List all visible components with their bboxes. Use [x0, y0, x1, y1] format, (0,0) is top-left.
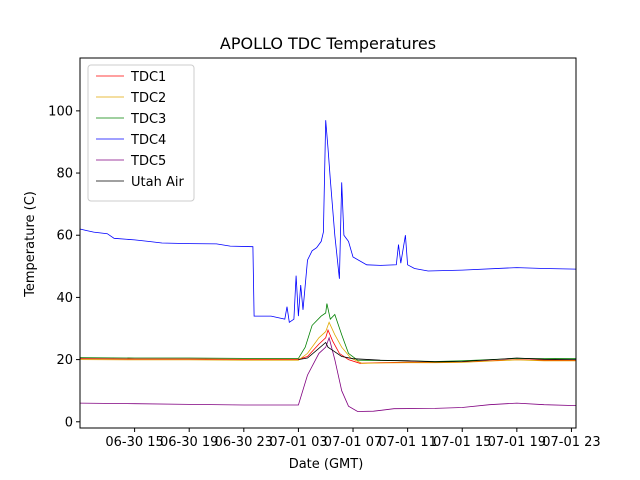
- legend-entry-label: TDC2: [130, 91, 166, 106]
- y-tick-label: 100: [48, 104, 73, 119]
- series-line-tdc5: [79, 336, 577, 412]
- legend-entry-label: TDC5: [130, 154, 166, 169]
- legend-entry-label: TDC1: [130, 70, 166, 85]
- x-axis-label: Date (GMT): [289, 457, 364, 472]
- legend-entry-label: TDC4: [130, 133, 166, 148]
- x-tick-label: 07-01 19: [488, 435, 546, 450]
- legend-entry-label: TDC3: [130, 112, 166, 127]
- series-line-tdc4: [79, 120, 577, 323]
- legend-entry-label: Utah Air: [131, 175, 184, 190]
- y-axis-label: Temperature (C): [23, 191, 38, 298]
- legend-box: [87, 64, 195, 202]
- x-tick-label: 07-01 15: [433, 435, 491, 450]
- legend: TDC1 TDC2 TDC3 TDC4 TDC5 Utah Air: [87, 64, 195, 202]
- x-tick-label: 06-30 23: [215, 435, 273, 450]
- x-tick-label: 07-01 07: [324, 435, 382, 450]
- y-tick-label: 60: [56, 229, 73, 244]
- x-tick-label: 07-01 23: [542, 435, 600, 450]
- x-tick-label: 06-30 19: [160, 435, 218, 450]
- x-tick-label: 07-01 03: [269, 435, 327, 450]
- y-axis: 0 20 40 60 80 100: [48, 104, 80, 430]
- series-line-tdc3: [79, 303, 577, 362]
- series-layer: [79, 120, 577, 412]
- x-tick-label: 06-30 15: [105, 435, 163, 450]
- chart-title: APOLLO TDC Temperatures: [220, 34, 436, 53]
- y-tick-label: 80: [56, 167, 73, 182]
- y-tick-label: 20: [56, 353, 73, 368]
- series-line-tdc2: [79, 321, 576, 364]
- plot-frame: [79, 57, 577, 429]
- x-tick-label: 07-01 11: [378, 435, 436, 450]
- y-tick-label: 40: [56, 291, 73, 306]
- series-line-utah-air: [298, 341, 577, 363]
- y-tick-label: 0: [65, 415, 73, 430]
